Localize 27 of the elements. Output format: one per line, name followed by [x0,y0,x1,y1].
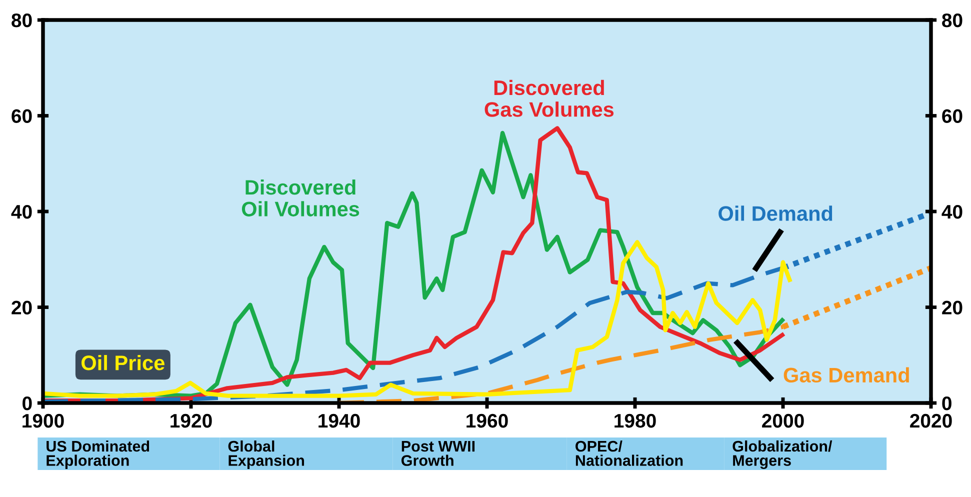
y-tick-label: 40 [11,204,32,219]
y2-tick-label: 20 [942,300,962,314]
y-tick-label: 20 [12,300,32,314]
y2-tick-label: 40 [942,204,962,219]
series-label: Discovered Oil Volumes [242,179,360,216]
x-tick-label: 1980 [614,414,656,428]
x-tick-label: 1960 [466,414,508,428]
text: OPEC/ Nationalization [576,440,683,466]
x-tick-label: 2020 [910,414,952,428]
text: US Dominated Exploration [46,440,150,469]
series-label: Oil Price [82,354,164,370]
y-tick-label: 0 [22,396,32,410]
text: Oil Demand [718,206,832,221]
text: Globalization/ Mergers [732,440,832,469]
x-tick-label: 1900 [22,414,64,428]
x-tick-label: 2000 [762,414,804,428]
x-tick-label: 1920 [170,414,212,428]
series-label: Discovered Gas Volumes [484,80,614,117]
x-tick-label: 1940 [318,414,360,428]
text: Global Expansion [228,440,304,469]
series-label: Gas Demand [784,367,909,383]
y2-tick-label: 80 [942,13,962,28]
y-tick-label: 80 [12,13,32,28]
y2-tick-label: 0 [942,396,952,410]
y-tick-label: 60 [12,109,32,123]
text: Post WWII Growth [401,441,475,466]
y2-tick-label: 60 [942,109,962,123]
